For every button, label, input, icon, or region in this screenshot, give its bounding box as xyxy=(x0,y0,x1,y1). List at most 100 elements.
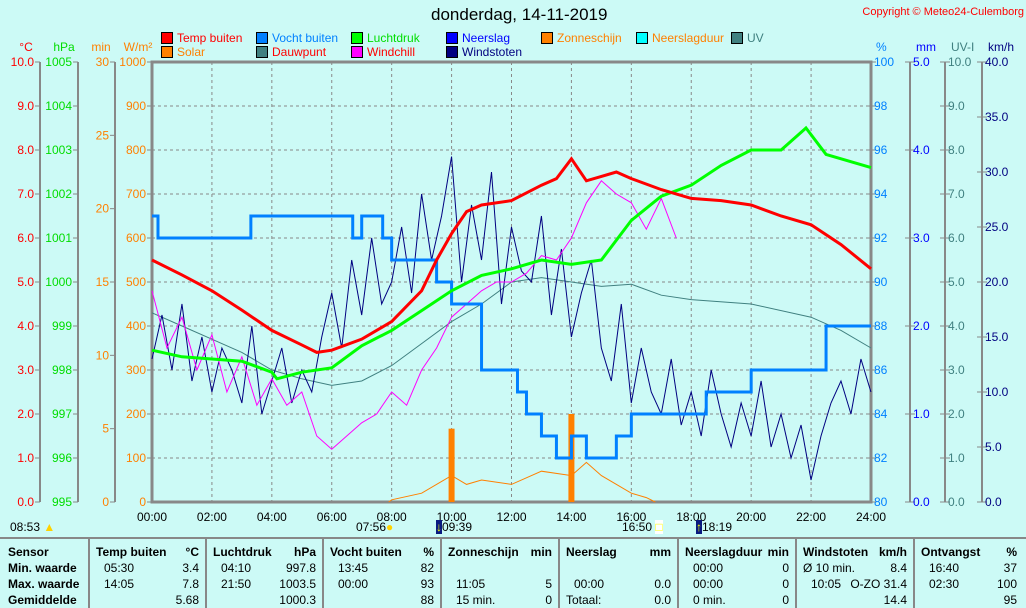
axis-tick-label: 500 xyxy=(126,275,146,289)
axis-unit-label: % xyxy=(876,40,887,54)
legend-swatch xyxy=(731,32,743,44)
axis-tick-label: 999 xyxy=(52,319,72,333)
legend-label: Solar xyxy=(177,45,206,59)
axis-tick-label: 1000 xyxy=(119,55,146,69)
stat-column: Zonneschijn min 11:05 5 15 min. 0 xyxy=(440,539,560,608)
axis-tick-label: 0.0 xyxy=(913,495,930,509)
stat-time: 21:50 xyxy=(221,577,252,591)
column-unit: °C xyxy=(185,545,199,559)
axis-tick-label: 3.0 xyxy=(17,363,34,377)
x-tick-label: 00:00 xyxy=(137,510,167,524)
axis-tick-label: 996 xyxy=(52,451,72,465)
axis-tick-label: 1001 xyxy=(45,231,72,245)
legend-item: Luchtdruk xyxy=(351,31,420,45)
moonrise-time: 09:39 xyxy=(442,520,473,534)
stat-column: Temp buiten °C 05:30 3.4 14:05 7.8 5.68 xyxy=(88,539,207,608)
legend-swatch xyxy=(351,46,363,58)
axis-tick-label: 6.0 xyxy=(948,231,965,245)
axis-tick-label: 5 xyxy=(102,422,109,436)
stat-value: 3.4 xyxy=(182,561,199,575)
x-tick-label: 12:00 xyxy=(496,510,526,524)
stat-time: 05:30 xyxy=(104,561,135,575)
column-title: Ontvangst xyxy=(921,545,981,559)
statistics-table: Sensor Min. waarde Max. waarde Gemiddelde Te… xyxy=(0,537,1026,608)
x-tick-label: 06:00 xyxy=(317,510,347,524)
legend-swatch xyxy=(636,32,648,44)
stat-value: 37 xyxy=(1003,561,1017,575)
axis-unit-label: °C xyxy=(19,40,33,54)
sunrise-icon: ● xyxy=(386,520,394,534)
axis-tick-label: 300 xyxy=(126,363,146,377)
axis-tick-label: 30 xyxy=(96,55,110,69)
stat-time: 11:05 xyxy=(456,577,486,591)
axis-tick-label: 7.0 xyxy=(948,187,965,201)
stat-column: Windstoten km/h Ø 10 min. 8.4 10:05 O-ZO 31.4… xyxy=(795,539,915,608)
column-title: Neerslagduur xyxy=(685,545,763,559)
sunrise: 07:56● xyxy=(356,520,393,534)
axis-tick-label: 0.0 xyxy=(17,495,34,509)
column-unit: km/h xyxy=(878,545,907,559)
stat-column: Neerslag mm 00:00 0.0 Totaal: 0.0 xyxy=(558,539,679,608)
legend-label: Dauwpunt xyxy=(272,45,327,59)
stat-value: 88 xyxy=(420,593,434,607)
axis-tick-label: 88 xyxy=(874,319,888,333)
stat-column: Ontvangst% 16:40 37 02:30 100 95 xyxy=(913,539,1025,608)
axis-tick-label: 7.0 xyxy=(17,187,34,201)
column-title: Luchtdruk xyxy=(213,545,272,559)
x-tick-label: 22:00 xyxy=(796,510,826,524)
axis-tick-label: 0.0 xyxy=(948,495,965,509)
axis-unit-label: UV-I xyxy=(951,40,974,54)
axis-tick-label: 5.0 xyxy=(985,440,1002,454)
stat-value: 997.8 xyxy=(285,561,316,575)
sunset: 16:50 □ xyxy=(622,520,663,534)
axis-tick-label: 1000 xyxy=(45,275,72,289)
legend-swatch xyxy=(446,46,458,58)
axis-tick-label: 92 xyxy=(874,231,888,245)
stat-time: Totaal: xyxy=(566,593,602,607)
axis-tick-label: 2.0 xyxy=(948,407,965,421)
x-tick-label: 02:00 xyxy=(197,510,227,524)
stat-value: 0.0 xyxy=(654,577,671,591)
stat-value: 5.68 xyxy=(175,593,199,607)
stat-value: 0 xyxy=(545,593,552,607)
axis-tick-label: 9.0 xyxy=(948,99,965,113)
row-label: Max. waarde xyxy=(8,577,80,591)
axis-tick-label: 10 xyxy=(96,348,110,362)
legend-swatch xyxy=(351,32,363,44)
axis-tick-label: 15 xyxy=(96,275,110,289)
axis-tick-label: 98 xyxy=(874,99,888,113)
stat-value: 0 xyxy=(782,577,789,591)
moonrise: ↓09:39 xyxy=(436,520,472,534)
column-unit: % xyxy=(1006,545,1017,559)
legend-swatch xyxy=(161,46,173,58)
stat-column: Vocht buiten% 13:45 82 00:00 93 88 xyxy=(322,539,442,608)
sun-icon: ▲ xyxy=(43,520,56,534)
axis-tick-label: 86 xyxy=(874,363,888,377)
axis-tick-label: 1003 xyxy=(45,143,72,157)
axis-tick-label: 20 xyxy=(96,202,110,216)
axis-tick-label: 96 xyxy=(874,143,888,157)
x-tick-label: 04:00 xyxy=(257,510,287,524)
legend-swatch xyxy=(161,32,173,44)
sunset-icon: □ xyxy=(655,520,663,534)
x-tick-label: 08:00 xyxy=(377,510,407,524)
column-unit: min xyxy=(530,545,552,559)
column-title: Vocht buiten xyxy=(330,545,402,559)
axis-tick-label: 1.0 xyxy=(913,407,930,421)
legend-label: Zonneschijn xyxy=(557,31,622,45)
moonset-time: 18:19 xyxy=(702,520,733,534)
axis-tick-label: 0 xyxy=(102,495,109,509)
axis-tick-label: 5.0 xyxy=(17,275,34,289)
legend-swatch xyxy=(256,32,268,44)
legend-item: Neerslagduur xyxy=(636,31,724,45)
stat-column: Luchtdruk hPa 04:10 997.8 21:50 1003.5 1000.3 xyxy=(205,539,324,608)
sunset-time: 16:50 xyxy=(622,520,653,534)
axis-tick-label: 100 xyxy=(874,55,894,69)
astro-left-time: 08:53 xyxy=(10,520,41,534)
stat-time: 0 min. xyxy=(693,593,726,607)
moonrise-icon: ↓ xyxy=(436,520,442,534)
stat-time: 16:40 xyxy=(929,561,960,575)
axis-unit-label: hPa xyxy=(53,40,75,54)
series-line-solar xyxy=(388,461,656,503)
axis-tick-label: 8.0 xyxy=(17,143,34,157)
